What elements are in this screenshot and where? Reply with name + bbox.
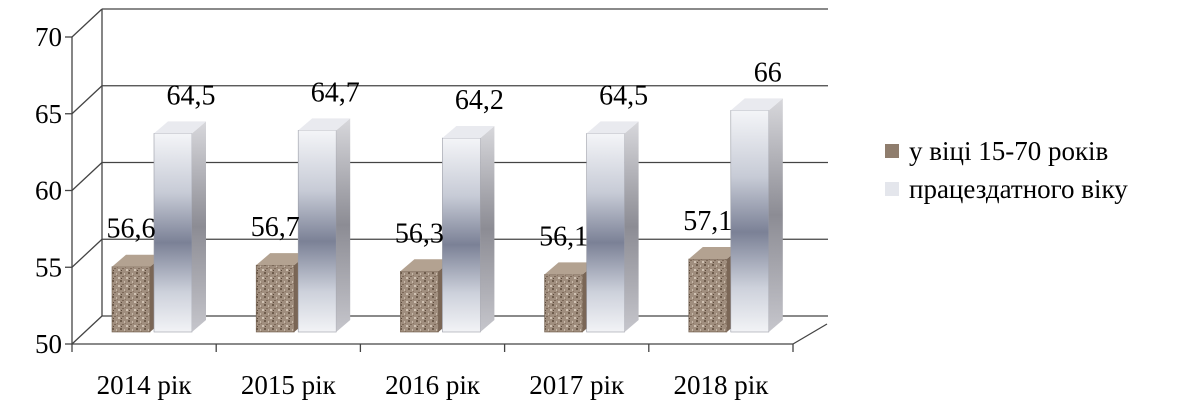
y-tick-label: 60: [35, 176, 62, 206]
legend-label: працездатного віку: [909, 173, 1128, 204]
y-tick-label: 55: [35, 252, 62, 282]
bar-top: [154, 121, 206, 134]
bar-top: [256, 253, 309, 266]
data-label: 57,1: [683, 206, 732, 237]
x-tick-label: 2017 рік: [529, 370, 625, 400]
x-tick-label: 2018 рік: [673, 370, 769, 400]
data-label: 64,2: [455, 85, 504, 116]
gridline-wall: [71, 162, 103, 191]
bar-top: [544, 262, 597, 275]
bar-front: [730, 110, 770, 333]
gridline-wall: [71, 238, 103, 268]
bar-front: [400, 270, 439, 333]
bar-1-2: [255, 253, 309, 333]
bar-front: [688, 258, 728, 333]
gridline-wall: [71, 85, 103, 115]
bar-side: [336, 118, 351, 332]
bar-2-1: [153, 121, 206, 333]
data-label: 56,3: [395, 218, 444, 249]
bar-front: [544, 274, 583, 333]
bar-2-3: [442, 126, 495, 333]
data-label: 64,5: [599, 80, 648, 111]
bars-layer: [111, 98, 783, 333]
data-label: 66: [754, 57, 782, 88]
bar-top: [442, 126, 495, 139]
bar-side: [480, 126, 495, 332]
bar-2-2: [297, 118, 351, 333]
data-label: 56,1: [539, 221, 588, 252]
bar-top: [730, 98, 783, 111]
bar-front: [586, 133, 625, 333]
bar-front: [153, 133, 193, 333]
labels-layer: 56,6 56,7 56,3 56,1 57,1 64,5 64,7 64,2 64,5 66: [107, 57, 782, 252]
legend-item-series-2: працездатного віку: [885, 170, 1128, 208]
bar-top: [688, 247, 741, 260]
x-tick-label: 2016 рік: [385, 370, 481, 400]
legend-label: у віці 15-70 років: [909, 135, 1109, 166]
bar-top: [586, 121, 639, 134]
bar-front: [111, 266, 151, 333]
legend: у віці 15-70 років працездатного віку: [885, 132, 1128, 208]
bar-top: [112, 254, 164, 267]
legend-swatch-granite: [885, 144, 899, 158]
legend-swatch-steel: [885, 182, 899, 196]
floor-edge: [792, 323, 828, 345]
y-tick-label: 50: [35, 329, 62, 359]
x-tick-label: 2015 рік: [241, 370, 337, 400]
legend-item-series-1: у віці 15-70 років: [885, 132, 1128, 170]
bar-top: [298, 118, 351, 131]
gridline-wall: [71, 8, 103, 38]
y-tick-label: 70: [35, 22, 62, 52]
bar-front: [297, 130, 337, 333]
bar-top: [400, 259, 453, 272]
bar-1-3: [400, 259, 453, 333]
bar-2-4: [586, 121, 639, 333]
data-label: 56,7: [251, 212, 300, 243]
bar-side: [192, 121, 206, 332]
bar-2-5: [730, 98, 783, 333]
data-label: 64,5: [167, 80, 216, 111]
x-tick-label: 2014 рік: [97, 370, 193, 400]
bar-front: [442, 137, 481, 333]
gridline-wall: [71, 315, 103, 345]
y-tick-label: 65: [35, 99, 62, 129]
data-label: 64,7: [311, 77, 360, 108]
bar-side: [768, 98, 783, 333]
data-label: 56,6: [107, 214, 156, 245]
bar-side: [624, 121, 639, 332]
bar-front: [255, 264, 295, 333]
